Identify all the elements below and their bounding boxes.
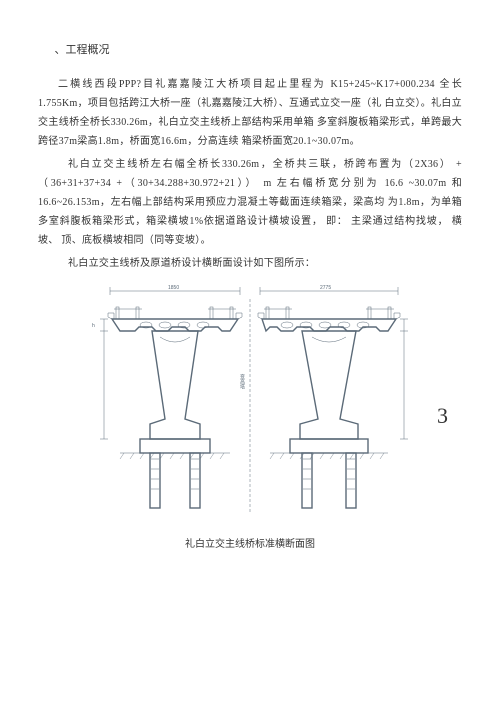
paragraph-3: 礼白立交主线桥及原道桥设计横断面设计如下图所示： — [38, 254, 462, 273]
figure-container: 1850 — [38, 279, 462, 554]
dim-left-top: 1850 — [168, 285, 179, 291]
section-heading: 、工程概况 — [38, 40, 462, 61]
right-pier-group: 2775 — [258, 285, 408, 508]
side-page-number: 3 — [437, 395, 448, 437]
paragraph-1: 二横线西段PPP?目礼嘉嘉陵江大桥项目起止里程为 K15+245~K17+000… — [38, 75, 462, 151]
left-pier-group: 1850 — [92, 285, 242, 508]
dim-right-top: 2775 — [320, 285, 331, 291]
dim-text: h — [92, 323, 95, 329]
figure-caption: 礼白立交主线桥标准横断面图 — [185, 535, 315, 554]
cross-section-diagram: 1850 — [90, 279, 410, 529]
paragraph-2: 礼白立交主线桥左右幅全桥长330.26m，全桥共三联，桥跨布置为（2X36） +… — [38, 155, 462, 250]
vert-label: 变高塔 — [239, 373, 245, 390]
